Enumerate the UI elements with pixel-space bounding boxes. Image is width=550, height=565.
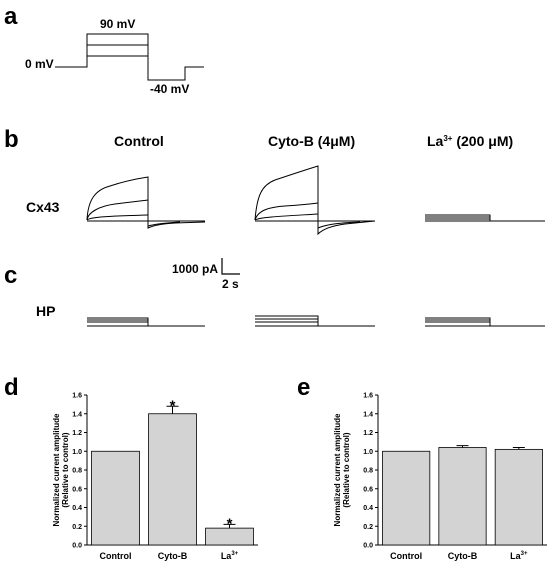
e-category-la: La3+ — [510, 551, 528, 561]
d-y-tick-label: 0.4 — [72, 505, 82, 512]
e-y-tick-label: 0.0 — [363, 543, 373, 550]
condition-control: Control — [114, 133, 164, 149]
e-bar-la — [494, 448, 543, 546]
e-y-tick-label: 0.2 — [363, 524, 373, 531]
trace-cx43-control — [86, 176, 206, 229]
condition-la: La3+ (200 μM) — [427, 133, 513, 149]
e-y-tick-label: 1.4 — [363, 411, 373, 418]
condition-cytob: Cyto-B (4μM) — [268, 133, 355, 149]
d-y-tick-label: 0.0 — [72, 543, 82, 550]
d-category-la: La3+ — [221, 551, 239, 561]
trace-cx43-la — [425, 214, 545, 222]
panel-label-c: c — [4, 262, 17, 289]
e-y-tick-label: 1.2 — [363, 430, 373, 437]
e-category-control: Control — [390, 551, 422, 561]
e-y-label-1: Normalized current amplitude — [333, 413, 342, 526]
row-label-cx43: Cx43 — [26, 199, 60, 215]
e-y-tick-label: 0.8 — [363, 468, 373, 475]
e-category-cytob: Cyto-B — [448, 551, 478, 561]
d-y-tick-label: 0.2 — [72, 524, 82, 531]
panel-label-b: b — [4, 126, 19, 153]
protocol-neg-label: -40 mV — [150, 82, 189, 96]
panel-label-d: d — [4, 374, 19, 401]
d-significance-la: * — [227, 515, 233, 532]
d-y-tick-label: 0.8 — [72, 468, 82, 475]
trace-hp-cytob — [255, 315, 375, 327]
d-y-tick-label: 1.6 — [72, 393, 82, 400]
scale-bar-current: 1000 pA — [172, 262, 218, 276]
d-bar-cytob — [148, 413, 197, 546]
e-y-tick-label: 0.6 — [363, 486, 373, 493]
row-label-hp: HP — [36, 303, 55, 319]
d-y-tick-label: 1.2 — [72, 430, 82, 437]
scale-bar-time: 2 s — [222, 277, 239, 291]
d-y-tick-label: 0.6 — [72, 486, 82, 493]
chart-e: 0.0 0.2 0.4 0.6 0.8 1.0 1.2 1.4 1.6 Control Cyto-B… — [363, 393, 547, 561]
e-bar-control — [382, 450, 431, 546]
d-y-label-1: Normalized current amplitude — [52, 413, 61, 526]
chart-d: 0.0 0.2 0.4 0.6 0.8 1.0 1.2 1.4 1.6 Control * Cyto-… — [72, 393, 258, 561]
e-y-tick-label: 1.0 — [363, 449, 373, 456]
e-y-tick-label: 0.4 — [363, 505, 373, 512]
d-y-tick-label: 1.0 — [72, 449, 82, 456]
voltage-protocol — [55, 33, 204, 81]
protocol-zero-label: 0 mV — [25, 57, 54, 71]
trace-hp-control — [87, 317, 205, 327]
trace-hp-la — [425, 317, 545, 327]
e-bar-cytob — [438, 447, 487, 546]
e-y-tick-label: 1.6 — [363, 393, 373, 400]
d-significance-cytob: * — [170, 397, 176, 414]
protocol-high-label: 90 mV — [100, 17, 135, 31]
e-y-label-2: (Relative to control) — [342, 432, 351, 507]
d-y-tick-label: 1.4 — [72, 411, 82, 418]
d-category-control: Control — [100, 551, 132, 561]
trace-cx43-cytob — [254, 165, 376, 236]
d-category-cytob: Cyto-B — [158, 551, 188, 561]
d-y-label-2: (Relative to control) — [61, 432, 70, 507]
panel-label-a: a — [4, 3, 18, 30]
scale-bar — [221, 258, 240, 275]
d-bar-control — [91, 450, 140, 546]
panel-label-e: e — [297, 374, 310, 401]
